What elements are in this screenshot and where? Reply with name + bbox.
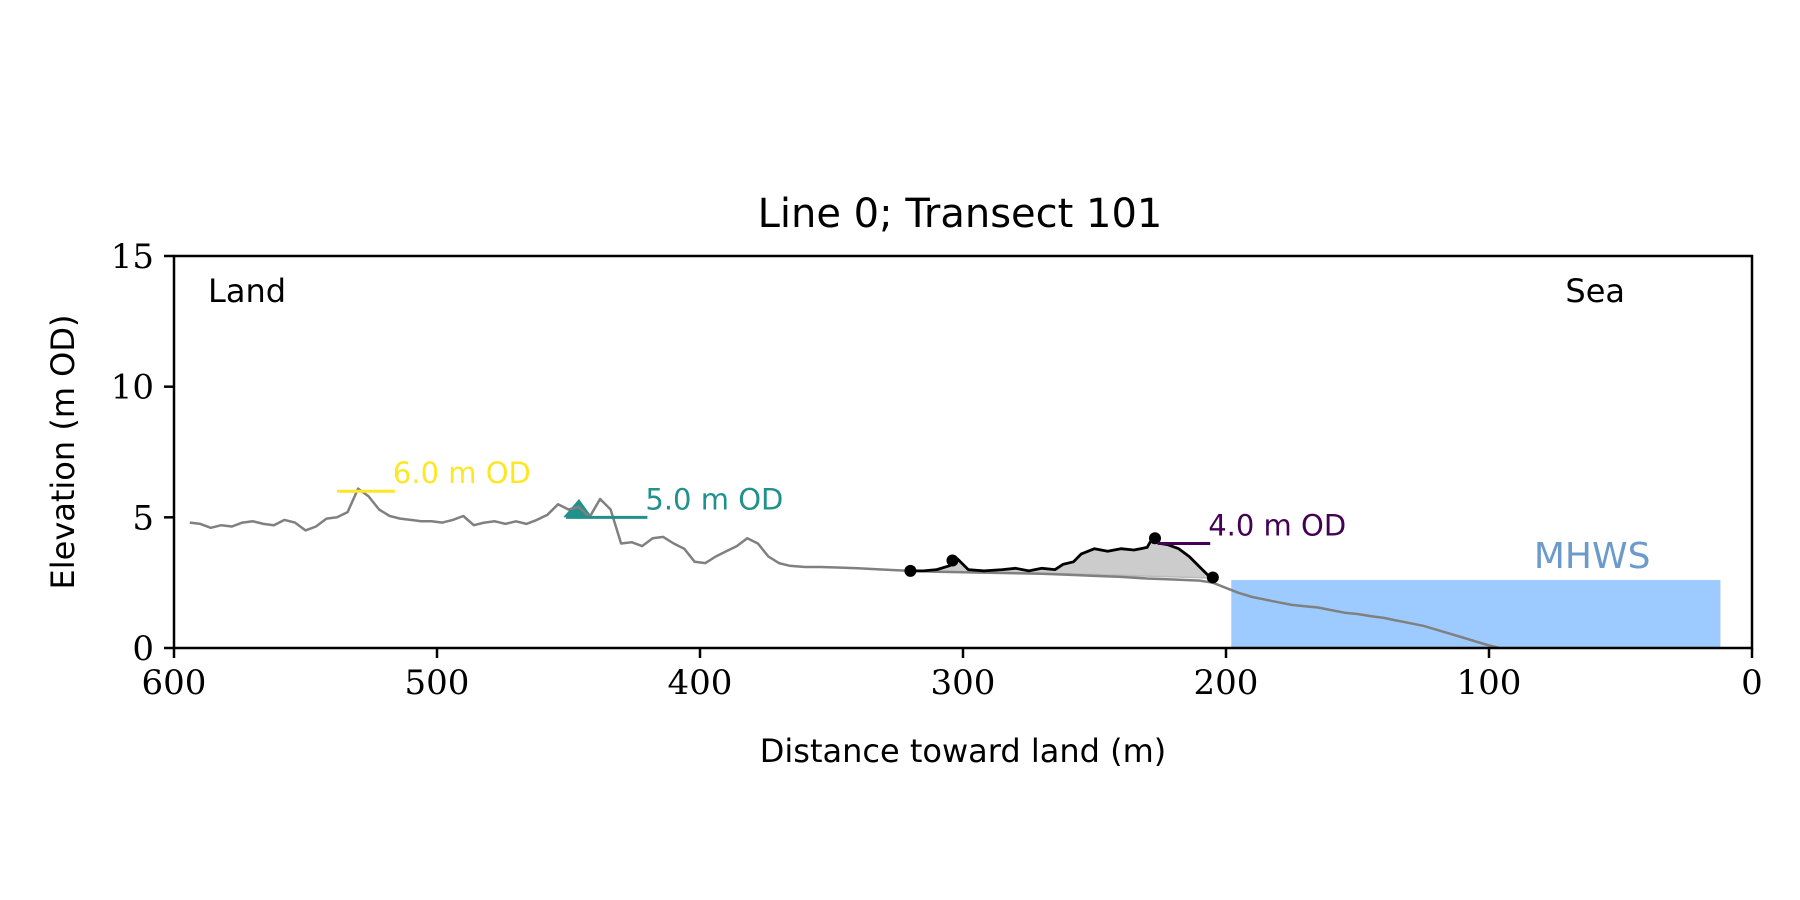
axis-ticks: 600 500 400 300 200 100 0 0 5 10 15 [111,237,1763,703]
x-tick-label: 400 [668,663,733,703]
x-tick-label: 0 [1741,663,1763,703]
x-tick-label: 500 [405,663,470,703]
y-tick-label: 0 [132,629,154,669]
y-tick-label: 5 [132,498,154,538]
contour-label: 4.0 m OD [1208,508,1346,542]
dune-point [1148,532,1161,545]
plot-area: 6.0 m OD 5.0 m OD 4.0 m OD MHWS [189,456,1721,650]
sea-label: Sea [1565,272,1625,310]
y-tick-label: 15 [111,237,154,277]
chart-title: Line 0; Transect 101 [758,191,1163,237]
dune-point [1206,571,1219,584]
dune-point [946,554,959,567]
y-axis-label: Elevation (m OD) [44,315,82,590]
y-tick-label: 10 [111,368,154,408]
dune-point [904,564,917,577]
x-tick-label: 300 [931,663,996,703]
x-tick-label: 200 [1194,663,1259,703]
dune-fill-area [910,538,1211,578]
x-tick-label: 100 [1457,663,1522,703]
contour-label: 5.0 m OD [645,482,783,516]
contour-label: 6.0 m OD [393,456,531,490]
mhws-label: MHWS [1534,536,1651,577]
land-label: Land [208,272,286,310]
sea-mhws-area [1231,580,1721,648]
x-axis-label: Distance toward land (m) [760,732,1166,770]
x-tick-label: 600 [142,663,207,703]
